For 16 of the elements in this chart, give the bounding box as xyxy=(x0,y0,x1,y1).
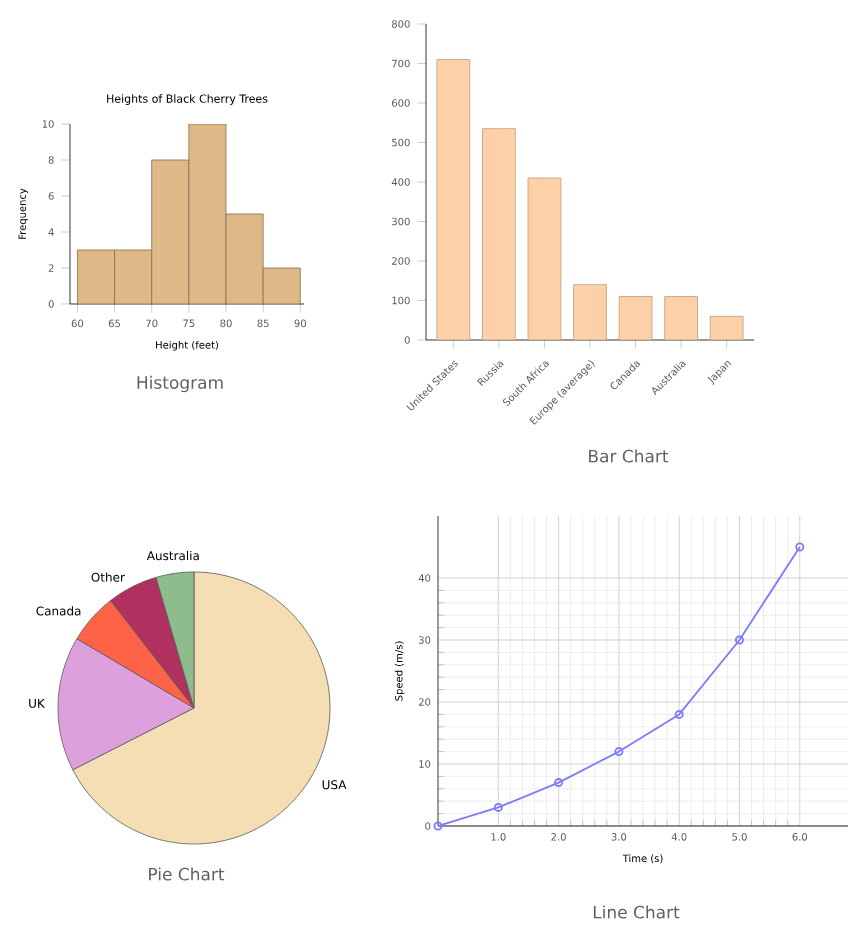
point xyxy=(674,709,684,719)
bar xyxy=(482,128,516,340)
point xyxy=(734,635,744,645)
bar xyxy=(436,59,471,340)
bar xyxy=(709,315,744,340)
bar xyxy=(664,296,698,340)
point xyxy=(493,802,503,812)
text: Line Chart xyxy=(593,905,680,919)
bar xyxy=(573,284,607,340)
point xyxy=(554,778,564,788)
bar xyxy=(618,296,653,340)
point xyxy=(614,747,624,757)
text: Pie Chart xyxy=(149,867,225,881)
bar xyxy=(527,177,562,340)
text: Bar Chart xyxy=(589,449,669,463)
text: Histogram xyxy=(137,375,223,393)
